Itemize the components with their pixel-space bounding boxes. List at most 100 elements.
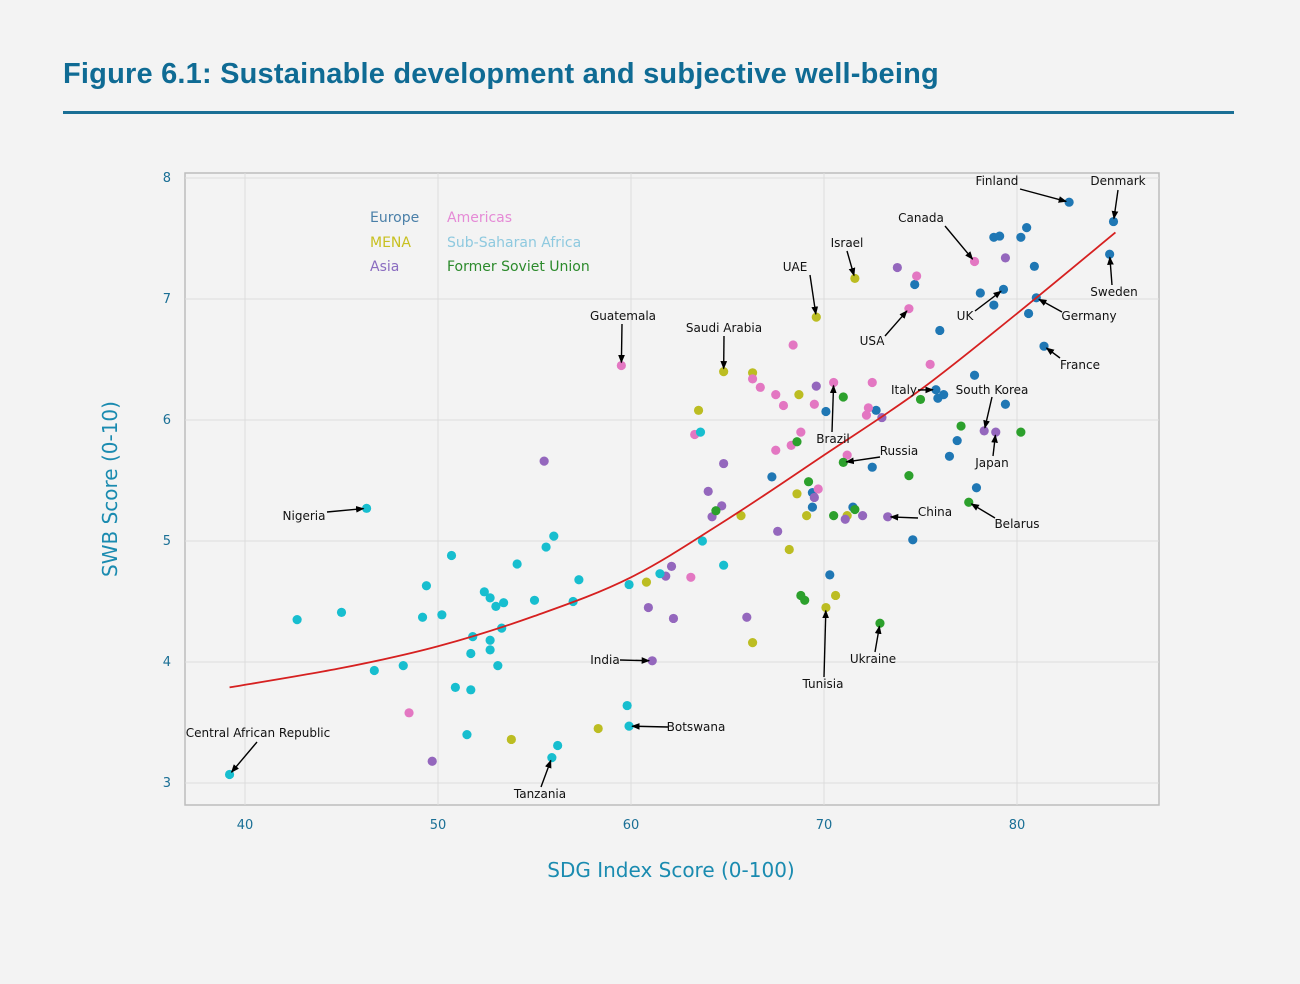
annotation-arrow bbox=[944, 225, 974, 260]
data-point bbox=[773, 526, 783, 536]
tick-labels: 40 50 60 70 80 3 4 5 6 7 8 bbox=[163, 171, 1026, 833]
data-point bbox=[778, 400, 789, 411]
annotation-label: Japan bbox=[974, 456, 1008, 470]
annotation-arrow bbox=[845, 456, 881, 465]
y-tick-label: 4 bbox=[163, 655, 171, 670]
data-point bbox=[404, 708, 414, 718]
data-point bbox=[666, 561, 677, 572]
data-point bbox=[912, 271, 922, 281]
data-point bbox=[450, 682, 460, 693]
x-tick-label: 60 bbox=[623, 818, 640, 833]
annotation-label: USA bbox=[860, 334, 886, 348]
data-point bbox=[935, 325, 945, 336]
annotation-label: Israel bbox=[831, 236, 864, 250]
annotation-label: France bbox=[1060, 358, 1100, 372]
figure-title: Figure 6.1: Sustainable development and … bbox=[63, 58, 939, 90]
data-point bbox=[547, 752, 557, 763]
data-point bbox=[939, 389, 949, 400]
annotation-label: Brazil bbox=[816, 432, 850, 446]
annotation-arrow bbox=[1107, 256, 1114, 286]
annotation-label: Botswana bbox=[667, 720, 726, 734]
data-point bbox=[788, 340, 798, 350]
annotation-arrow bbox=[326, 505, 365, 513]
data-point bbox=[697, 536, 708, 546]
y-tick-label: 8 bbox=[163, 171, 171, 186]
data-point bbox=[1022, 223, 1032, 233]
data-point bbox=[840, 514, 850, 524]
data-point bbox=[809, 492, 819, 503]
data-point bbox=[802, 510, 812, 521]
annotation-label: Saudi Arabia bbox=[686, 321, 762, 335]
y-tick-label: 7 bbox=[163, 292, 171, 307]
annotation-arrow bbox=[991, 434, 998, 457]
x-tick-label: 40 bbox=[237, 818, 254, 833]
annotation-arrow bbox=[974, 290, 1002, 312]
legend: Europe MENA Asia Americas Sub-Saharan Africa… bbox=[370, 210, 590, 275]
data-point bbox=[466, 685, 476, 695]
data-point bbox=[952, 435, 962, 446]
annotation-label: Tunisia bbox=[802, 677, 844, 691]
data-point bbox=[493, 661, 503, 671]
annotation-arrow bbox=[1019, 188, 1068, 203]
annotation-label: Germany bbox=[1061, 309, 1116, 323]
data-point bbox=[925, 359, 935, 369]
annotation-label: Guatemala bbox=[590, 309, 656, 323]
data-point bbox=[539, 456, 549, 466]
annotation-label: Belarus bbox=[994, 517, 1039, 531]
annotation-label: Ukraine bbox=[850, 652, 896, 666]
data-point bbox=[964, 497, 974, 507]
annotation-arrow bbox=[618, 323, 625, 364]
data-point bbox=[506, 734, 516, 745]
data-point bbox=[512, 559, 522, 569]
x-tick-label: 50 bbox=[430, 818, 447, 833]
data-point bbox=[771, 389, 781, 400]
annotation-label: South Korea bbox=[956, 383, 1029, 397]
annotation-arrow bbox=[884, 310, 908, 337]
data-point bbox=[904, 471, 914, 481]
data-point bbox=[1064, 197, 1074, 207]
data-point bbox=[641, 577, 652, 587]
annotation-arrow bbox=[829, 384, 837, 433]
x-axis-label: SDG Index Score (0-100) bbox=[547, 858, 794, 882]
data-point bbox=[1000, 253, 1011, 263]
data-point bbox=[771, 445, 781, 455]
annotation-arrow bbox=[874, 625, 882, 653]
data-point bbox=[719, 560, 729, 570]
data-point bbox=[1023, 308, 1034, 319]
legend-entry-former-soviet-union: Former Soviet Union bbox=[447, 259, 590, 275]
data-point bbox=[910, 279, 920, 290]
data-point bbox=[971, 483, 982, 493]
data-point bbox=[829, 510, 839, 521]
data-point bbox=[747, 374, 758, 384]
y-tick-label: 6 bbox=[163, 413, 171, 428]
x-tick-label: 80 bbox=[1009, 818, 1026, 833]
data-point bbox=[975, 288, 985, 298]
annotation-arrow bbox=[540, 759, 552, 788]
data-point bbox=[549, 531, 559, 541]
data-point bbox=[624, 579, 634, 590]
annotation-arrow bbox=[1111, 189, 1119, 220]
title-divider bbox=[63, 111, 1234, 114]
annotation-arrow bbox=[631, 723, 669, 730]
data-point bbox=[655, 569, 665, 579]
data-point bbox=[821, 406, 831, 417]
legend-entry-europe: Europe bbox=[370, 210, 419, 226]
legend-entry-americas: Americas bbox=[447, 210, 512, 226]
data-point bbox=[809, 399, 819, 409]
data-point bbox=[830, 590, 841, 601]
annotations: Finland Denmark Canada Israel UAE Guatemala Sa… bbox=[186, 174, 1146, 801]
data-point bbox=[736, 510, 746, 521]
data-point bbox=[466, 648, 476, 659]
data-point bbox=[491, 601, 501, 611]
data-points bbox=[224, 197, 1119, 780]
data-point bbox=[529, 595, 540, 605]
data-point bbox=[693, 405, 704, 415]
annotation-label: Canada bbox=[898, 211, 944, 225]
annotation-label: Central African Republic bbox=[186, 726, 330, 740]
data-point bbox=[979, 426, 989, 436]
data-point bbox=[427, 756, 437, 766]
data-point bbox=[989, 300, 999, 310]
data-point bbox=[686, 572, 696, 582]
data-point bbox=[792, 437, 802, 447]
annotation-label: Italy bbox=[891, 383, 917, 397]
